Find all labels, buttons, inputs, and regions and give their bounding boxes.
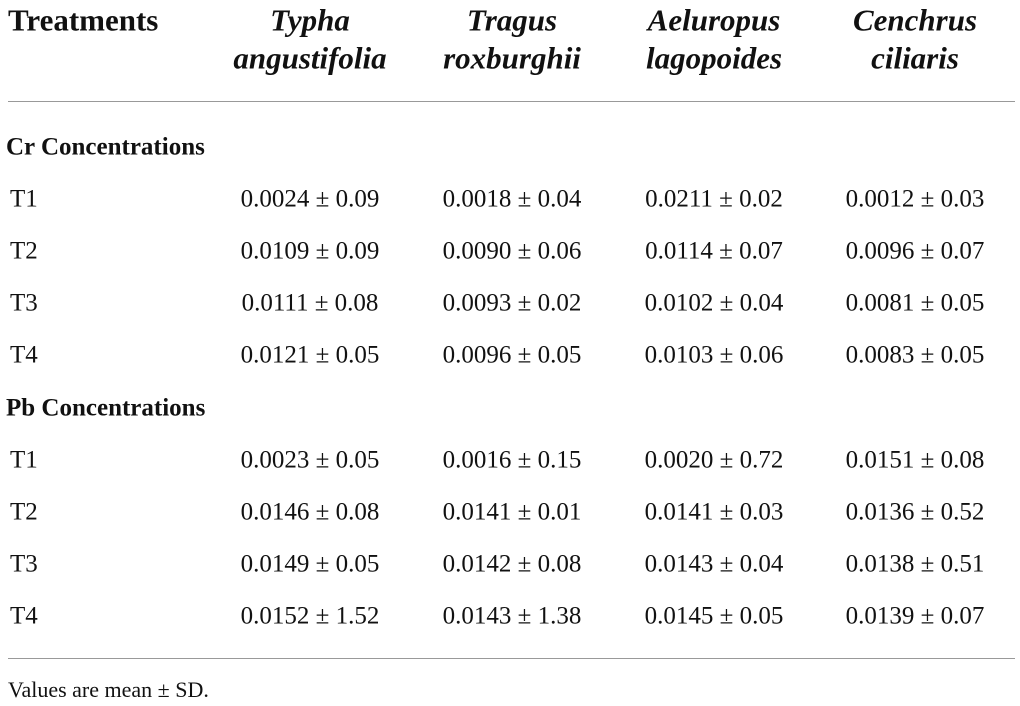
- column-header: Tragus: [466, 2, 558, 38]
- table-cell: 0.0145 ± 0.05: [644, 602, 784, 630]
- row-label: T3: [10, 289, 38, 317]
- table-cell: 0.0090 ± 0.06: [442, 237, 582, 265]
- table-cell: 0.0023 ± 0.05: [240, 446, 380, 474]
- column-header: Cenchrus: [852, 2, 978, 38]
- section-title: Pb Concentrations: [6, 394, 206, 422]
- row-label: T2: [10, 237, 38, 265]
- table-cell: 0.0083 ± 0.05: [845, 341, 985, 369]
- column-header: lagopoides: [645, 40, 783, 76]
- header-rule: [8, 101, 1015, 102]
- table-cell: 0.0018 ± 0.04: [442, 185, 582, 213]
- table-cell: 0.0102 ± 0.04: [644, 289, 784, 317]
- row-label: T4: [10, 602, 38, 630]
- table-cell: 0.0141 ± 0.03: [644, 498, 784, 526]
- row-label: T1: [10, 185, 38, 213]
- column-header: roxburghii: [443, 40, 581, 76]
- table-cell: 0.0136 ± 0.52: [845, 498, 985, 526]
- table-cell: 0.0012 ± 0.03: [845, 185, 985, 213]
- row-label: T1: [10, 446, 38, 474]
- row-label: T4: [10, 341, 38, 369]
- table-cell: 0.0096 ± 0.05: [442, 341, 582, 369]
- column-header: ciliaris: [871, 40, 959, 76]
- table-cell: 0.0211 ± 0.02: [645, 185, 783, 213]
- table-cell: 0.0081 ± 0.05: [845, 289, 985, 317]
- column-header: Treatments: [8, 2, 159, 38]
- table-cell: 0.0020 ± 0.72: [644, 446, 784, 474]
- table-cell: 0.0139 ± 0.07: [845, 602, 985, 630]
- column-header: angustifolia: [233, 40, 387, 76]
- table-cell: 0.0121 ± 0.05: [240, 341, 380, 369]
- table-cell: 0.0111 ± 0.08: [241, 289, 379, 317]
- table-cell: 0.0016 ± 0.15: [442, 446, 582, 474]
- footnote: Values are mean ± SD.: [8, 677, 209, 702]
- table-cell: 0.0141 ± 0.01: [442, 498, 582, 526]
- row-label: T2: [10, 498, 38, 526]
- table-cell: 0.0093 ± 0.02: [442, 289, 582, 317]
- row-label: T3: [10, 550, 38, 578]
- table-cell: 0.0142 ± 0.08: [442, 550, 582, 578]
- column-header: Aeluropus: [647, 2, 781, 38]
- table-cell: 0.0096 ± 0.07: [845, 237, 985, 265]
- table-cell: 0.0143 ± 0.04: [644, 550, 784, 578]
- footer-rule: [8, 658, 1015, 659]
- table-cell: 0.0149 ± 0.05: [240, 550, 380, 578]
- table-cell: 0.0138 ± 0.51: [845, 550, 985, 578]
- table-cell: 0.0109 ± 0.09: [240, 237, 380, 265]
- table-cell: 0.0152 ± 1.52: [240, 602, 380, 630]
- column-header: Typha: [270, 2, 350, 38]
- section-title: Cr Concentrations: [6, 133, 205, 161]
- table-cell: 0.0143 ± 1.38: [442, 602, 582, 630]
- table-cell: 0.0151 ± 0.08: [845, 446, 985, 474]
- table-cell: 0.0114 ± 0.07: [645, 237, 783, 265]
- table-cell: 0.0024 ± 0.09: [240, 185, 380, 213]
- table-cell: 0.0103 ± 0.06: [644, 341, 784, 369]
- table-cell: 0.0146 ± 0.08: [240, 498, 380, 526]
